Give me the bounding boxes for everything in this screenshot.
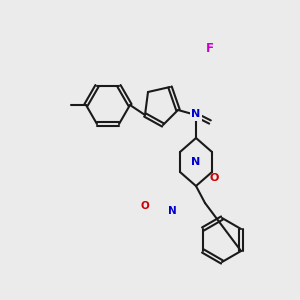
Text: O: O [141, 201, 149, 211]
Text: F: F [206, 43, 214, 56]
Text: O: O [209, 173, 219, 183]
Text: N: N [191, 157, 201, 167]
Text: N: N [168, 206, 176, 216]
Text: N: N [191, 109, 201, 119]
